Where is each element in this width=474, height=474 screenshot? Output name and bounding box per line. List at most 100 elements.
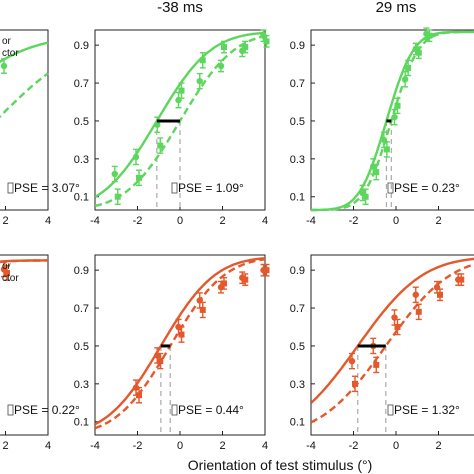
data-point-circle	[412, 291, 419, 298]
y-tick-label: 0.3	[74, 379, 89, 391]
data-point-square	[458, 276, 465, 283]
pse-delta-icon	[171, 404, 178, 416]
x-tick-label: -2	[349, 215, 359, 227]
curves	[311, 27, 474, 212]
axes-frame	[0, 29, 49, 211]
x-tick-label: 4	[262, 215, 268, 227]
fit-curve-dashed	[0, 72, 49, 119]
curves	[95, 257, 270, 430]
x-tick-label: -4	[90, 440, 100, 452]
pse-label: PSE = 0.44°	[178, 403, 244, 417]
fit-curve-solid	[0, 259, 48, 263]
data-point-square	[136, 392, 142, 399]
pse-delta-icon	[7, 404, 14, 416]
x-tick-label: -2	[349, 440, 359, 452]
y-tick-label: 0.1	[290, 192, 305, 204]
fit-curve-dashed	[311, 263, 474, 424]
curves	[0, 259, 48, 281]
data-point-square	[373, 361, 380, 368]
panel-3: -4 -2 0 2 0.1 0.3 0.5 0.7 0.9 29 ms PSE = 0.23°	[290, 0, 474, 227]
data-point-square	[415, 308, 422, 315]
data-point-square	[373, 169, 380, 176]
x-tick-label: 0	[393, 440, 399, 452]
y-tick-label: 0.9	[74, 265, 89, 277]
x-tick-label: -2	[133, 440, 143, 452]
data-point-square	[263, 267, 270, 274]
x-tick-label: 0	[177, 440, 183, 452]
fit-curve-solid	[311, 257, 474, 404]
shared-x-axis-label: Orientation of test stimulus (°)	[188, 457, 373, 473]
y-tick-label: 0.5	[74, 341, 89, 353]
legend-entry: ctor	[2, 48, 19, 59]
fit-curve-solid	[95, 31, 266, 199]
fit-curve-solid	[95, 257, 266, 426]
y-tick-label: 0.5	[290, 341, 305, 353]
fit-curve-solid	[0, 41, 49, 64]
data-point-square	[4, 270, 10, 276]
data-point-square	[114, 193, 121, 200]
data-point-circle	[0, 62, 8, 70]
data-point-square	[405, 64, 412, 71]
pse-label: PSE = 0.23°	[394, 181, 460, 195]
data-point-square	[394, 324, 401, 330]
data-point-square	[437, 291, 443, 298]
pse-label: PSE = 3.07°	[14, 181, 80, 195]
x-tick-label: 2	[435, 440, 441, 452]
data-point-square	[415, 49, 422, 56]
data-point-square	[426, 32, 433, 39]
data-point-circle	[132, 153, 140, 161]
y-tick-label: 0.9	[290, 265, 305, 277]
panel-2: -4 -2 0 2 4 0.1 0.3 0.5 0.7 0.9 -38 ms PSE = 1.09°	[74, 0, 270, 227]
x-tick-label: 4	[45, 440, 51, 452]
x-tick-label: 4	[262, 440, 268, 452]
curves	[0, 41, 49, 119]
data-point-square	[263, 38, 270, 45]
data-point-square	[221, 280, 227, 287]
pse-delta-icon	[387, 182, 394, 194]
pse-label: PSE = 0.22°	[14, 403, 80, 417]
panel-6: -4 -2 0 2 0.1 0.3 0.5 0.7 0.9 PSE = 1.32°	[290, 254, 474, 452]
data-point-square	[352, 380, 358, 387]
x-tick-label: 4	[45, 215, 51, 227]
x-tick-label: 2	[2, 440, 8, 452]
data-point-square	[221, 44, 227, 51]
data-point-square	[242, 276, 249, 283]
y-tick-label: 0.3	[290, 379, 305, 391]
fit-curve-dashed	[95, 258, 266, 430]
y-tick-label: 0.1	[74, 417, 89, 429]
pse-delta-icon	[387, 404, 394, 416]
pse-delta-icon	[171, 182, 178, 194]
y-tick-label: 0.5	[290, 116, 305, 128]
y-tick-label: 0.1	[74, 192, 89, 204]
x-tick-label: 2	[219, 440, 225, 452]
y-tick-label: 0.5	[74, 116, 89, 128]
data-point-square	[394, 102, 401, 109]
y-tick-label: 0.3	[74, 154, 89, 166]
panel-title: -38 ms	[157, 0, 203, 16]
x-tick-label: 2	[435, 215, 441, 227]
legend-entry: or	[2, 261, 12, 272]
x-tick-label: 0	[393, 215, 399, 227]
y-tick-label: 0.1	[290, 417, 305, 429]
y-tick-label: 0.7	[74, 78, 89, 90]
curves	[95, 29, 270, 208]
data-point-circle	[111, 170, 118, 178]
pse-delta-icon	[7, 182, 14, 194]
data-point-square	[178, 331, 185, 338]
data-point-square	[383, 146, 390, 153]
x-tick-label: 0	[177, 215, 183, 227]
data-point-square	[362, 193, 369, 200]
pse-label: PSE = 1.32°	[394, 403, 460, 417]
data-point-square	[157, 142, 164, 149]
data-point-square	[242, 44, 249, 51]
y-tick-label: 0.7	[290, 303, 305, 315]
legend-entry: or	[2, 36, 12, 47]
data-point-square	[157, 358, 164, 365]
y-tick-label: 0.9	[74, 40, 89, 52]
data-point-square	[199, 306, 206, 313]
data-point-square	[136, 174, 142, 181]
data-point-circle	[154, 121, 161, 128]
